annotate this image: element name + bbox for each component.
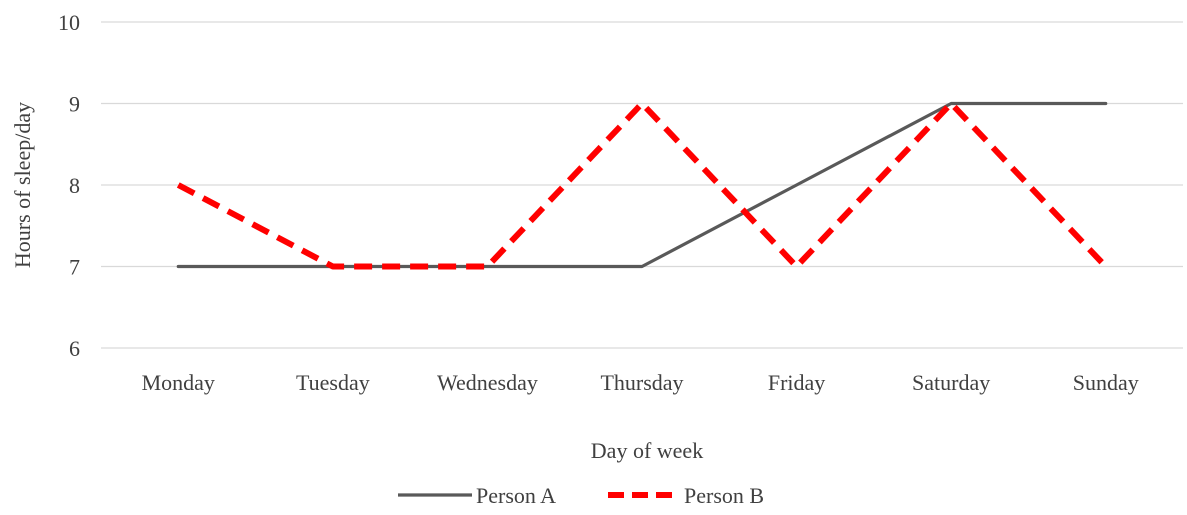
- series-line-person-b: [176, 100, 1108, 270]
- legend-item-person-a: Person A: [398, 483, 556, 508]
- x-tick-label-thursday: Thursday: [600, 370, 683, 395]
- series-lines: [176, 100, 1108, 270]
- x-tick-label-monday: Monday: [142, 370, 215, 395]
- y-tick-label-8: 8: [69, 173, 80, 198]
- y-tick-label-6: 6: [69, 336, 80, 361]
- y-tick-label-9: 9: [69, 92, 80, 117]
- legend-item-person-b: Person B: [608, 483, 764, 508]
- x-axis-title: Day of week: [591, 438, 703, 463]
- y-tick-label-7: 7: [69, 255, 80, 280]
- legend-label-person-a: Person A: [476, 483, 556, 508]
- x-tick-label-sunday: Sunday: [1073, 370, 1139, 395]
- y-tick-label-10: 10: [58, 10, 80, 35]
- y-axis-title: Hours of sleep/day: [10, 102, 35, 268]
- x-tick-label-wednesday: Wednesday: [437, 370, 538, 395]
- legend-label-person-b: Person B: [684, 483, 764, 508]
- x-tick-label-friday: Friday: [768, 370, 825, 395]
- x-tick-label-tuesday: Tuesday: [296, 370, 370, 395]
- x-tick-label-saturday: Saturday: [912, 370, 990, 395]
- legend: Person A Person B: [398, 483, 764, 508]
- y-axis-tick-labels: 6 7 8 9 10: [58, 10, 80, 361]
- grid-lines: [101, 21, 1183, 349]
- x-axis-tick-labels: Monday Tuesday Wednesday Thursday Friday Satu…: [142, 370, 1139, 395]
